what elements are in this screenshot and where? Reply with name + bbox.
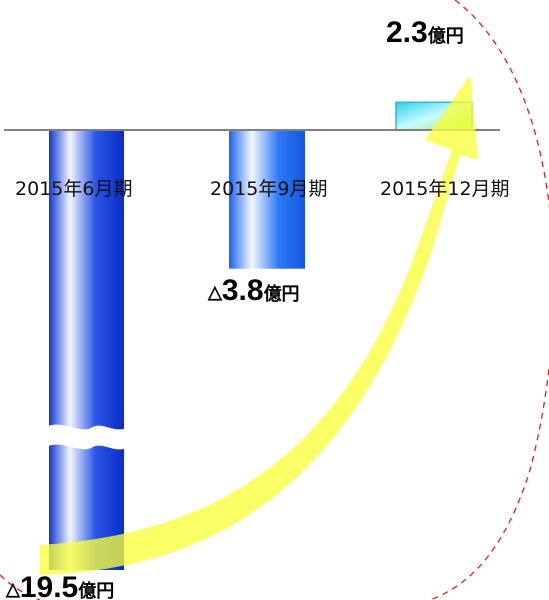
bar-0 bbox=[49, 130, 124, 570]
dashed-arc-left bbox=[0, 574, 41, 600]
trend-arrow bbox=[40, 75, 478, 575]
dashed-circle-arc bbox=[429, 0, 549, 600]
bar-1 bbox=[229, 130, 305, 269]
value-label-1: △3.8億円 bbox=[207, 274, 300, 307]
value-label-2: 2.3億円 bbox=[386, 16, 464, 49]
category-label-0: 2015年6月期 bbox=[15, 178, 132, 200]
value-label-0: △19.5億円 bbox=[5, 571, 114, 600]
axis-break bbox=[43, 424, 130, 450]
category-label-1: 2015年9月期 bbox=[210, 178, 327, 200]
category-label-2: 2015年12月期 bbox=[380, 178, 510, 200]
